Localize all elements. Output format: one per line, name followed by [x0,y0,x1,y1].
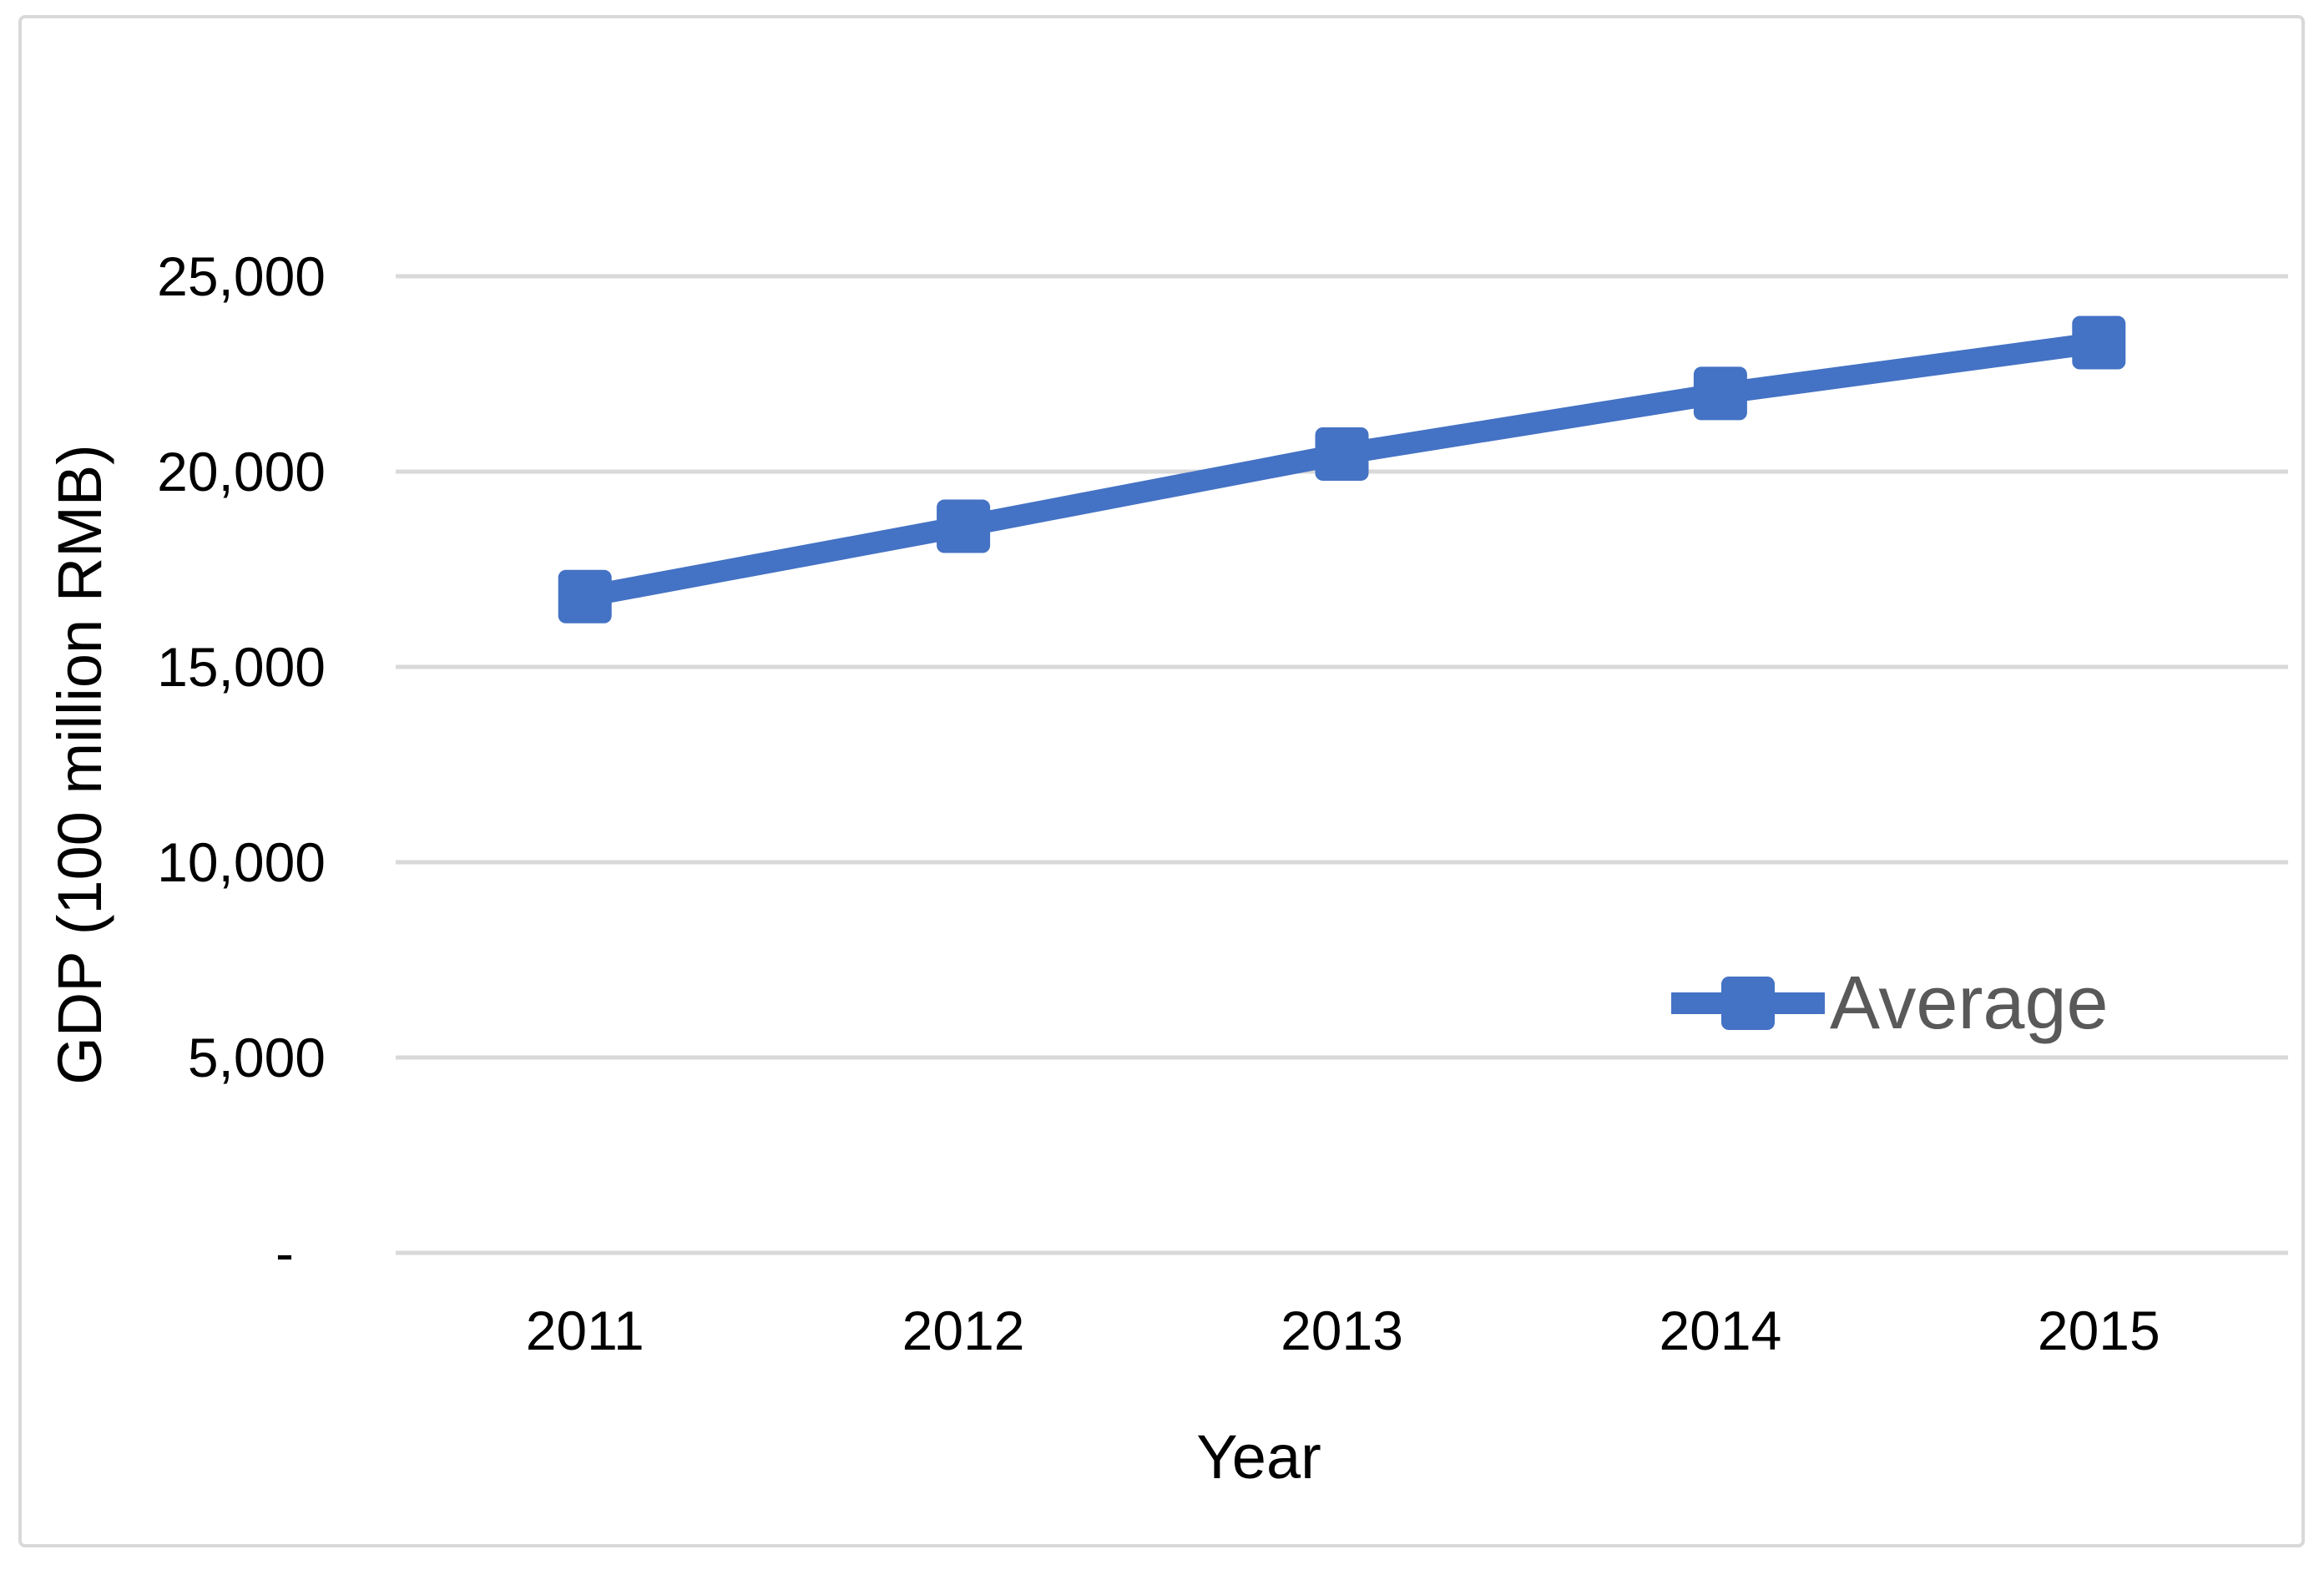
chart-frame [18,15,2305,1547]
data-point-marker [558,569,612,623]
series-markers [558,316,2126,623]
data-point-marker [1693,366,1747,421]
legend-label: Average [1830,962,2109,1045]
data-point-marker [937,499,991,553]
data-point-marker [2072,316,2126,370]
x-tick-label: 2015 [2037,1300,2160,1361]
gridlines [396,274,2288,1255]
legend: Average [1671,966,2109,1041]
data-point-marker [1315,427,1369,481]
y-tick-label: 5,000 [187,1027,326,1088]
y-tick-label: 15,000 [157,636,326,698]
x-tick-label: 2011 [525,1300,644,1361]
y-tick-label: 10,000 [157,831,326,893]
plot-area [396,274,2288,1255]
y-tick-label: - [275,1222,294,1284]
y-tick-label: 25,000 [157,245,326,307]
x-tick-label: 2012 [902,1300,1025,1361]
x-tick-label: 2014 [1659,1300,1782,1361]
x-tick-label: 2013 [1281,1300,1403,1361]
x-axis-title: Year [1196,1422,1321,1492]
legend-line-marker-icon [1671,977,1825,1030]
y-tick-label: 20,000 [157,441,326,502]
y-axis-title: GDP (100 million RMB) [45,444,114,1085]
